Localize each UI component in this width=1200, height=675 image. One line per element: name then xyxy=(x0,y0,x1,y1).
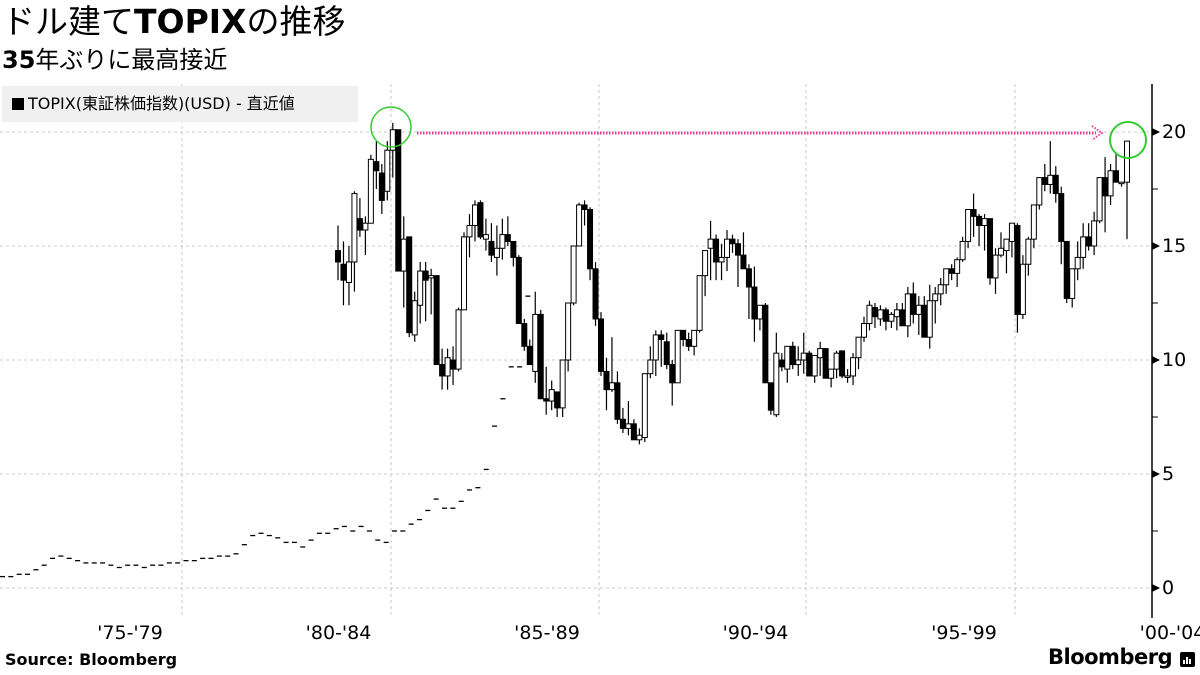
candles xyxy=(335,122,1130,445)
bloomberg-chart-icon xyxy=(1180,652,1195,667)
x-tick-label: '85-'89 xyxy=(514,622,580,644)
y-tick-label: 15 xyxy=(1162,235,1187,257)
y-tick-label: 5 xyxy=(1162,463,1175,485)
chart-subtitle: 35年ぶりに最高接近 xyxy=(2,46,228,74)
legend-swatch xyxy=(12,98,24,110)
legend-label: TOPIX(東証株価指数)(USD) - 直近値 xyxy=(28,94,295,113)
annotations xyxy=(370,106,1147,159)
y-tick-label: 10 xyxy=(1162,349,1187,371)
y-tick-label: 0 xyxy=(1162,577,1175,599)
x-tick-label: '75-'79 xyxy=(97,622,163,644)
x-tick-label: '95-'99 xyxy=(931,622,997,644)
source-note: Source: Bloomberg xyxy=(5,650,178,669)
gridlines xyxy=(0,84,1152,618)
chart-title: ドル建てTOPIXの推移 xyxy=(2,2,346,41)
x-tick-label: '80-'84 xyxy=(305,622,372,644)
y-tick-label: 20 xyxy=(1162,121,1187,143)
bloomberg-logo: Bloomberg xyxy=(1048,645,1173,669)
early-data-points xyxy=(0,295,531,578)
x-tick-label: '00-'04 xyxy=(1139,622,1200,644)
x-tick-label: '90-'94 xyxy=(722,622,789,644)
y-axis-ticks xyxy=(1152,128,1160,592)
legend: TOPIX(東証株価指数)(USD) - 直近値 xyxy=(2,86,358,122)
